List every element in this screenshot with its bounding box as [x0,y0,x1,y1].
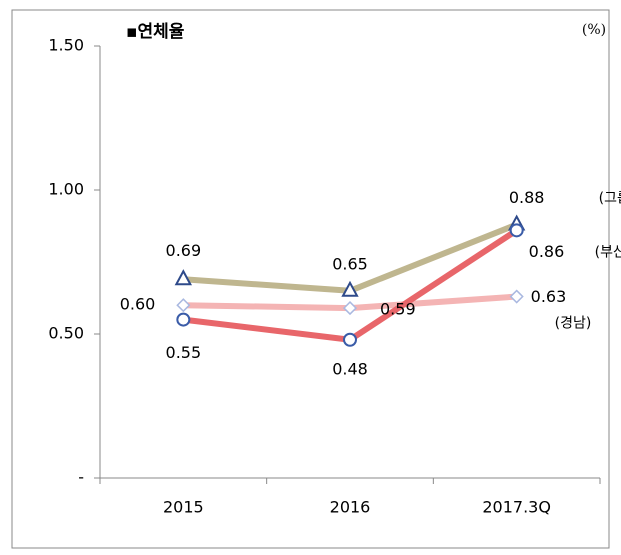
data-label: 0.69 [166,241,202,260]
unit-label: (%) [582,22,606,38]
y-tick-label: 1.50 [48,36,84,55]
data-label: 0.60 [120,295,156,314]
data-label: 0.59 [380,300,416,319]
marker [342,301,358,316]
y-tick-label: - [78,468,84,487]
chart-frame [11,9,610,549]
x-tick-label: 2016 [330,498,371,517]
x-tick-label: 2017.3Q [482,498,551,517]
data-label: 0.55 [166,343,202,362]
legend-label: (경남) [555,316,592,332]
marker [341,280,359,297]
y-tick-label: 0.50 [48,324,84,343]
data-label: 0.86 [529,242,565,261]
data-label: 0.88 [509,188,545,207]
legend-label: (그룹) [599,191,621,207]
marker [509,289,524,304]
data-label: 0.63 [531,287,567,306]
y-tick-label: 1.00 [48,180,84,199]
marker [509,223,524,238]
marker [176,312,191,327]
data-label: 0.65 [332,254,368,273]
data-label: 0.48 [332,359,368,378]
x-tick-label: 2015 [163,498,204,517]
marker [176,298,191,313]
chart-title: ▪연체율 [126,22,185,42]
marker [343,332,357,347]
marker [174,269,193,286]
legend-label: (부산) [595,244,621,260]
